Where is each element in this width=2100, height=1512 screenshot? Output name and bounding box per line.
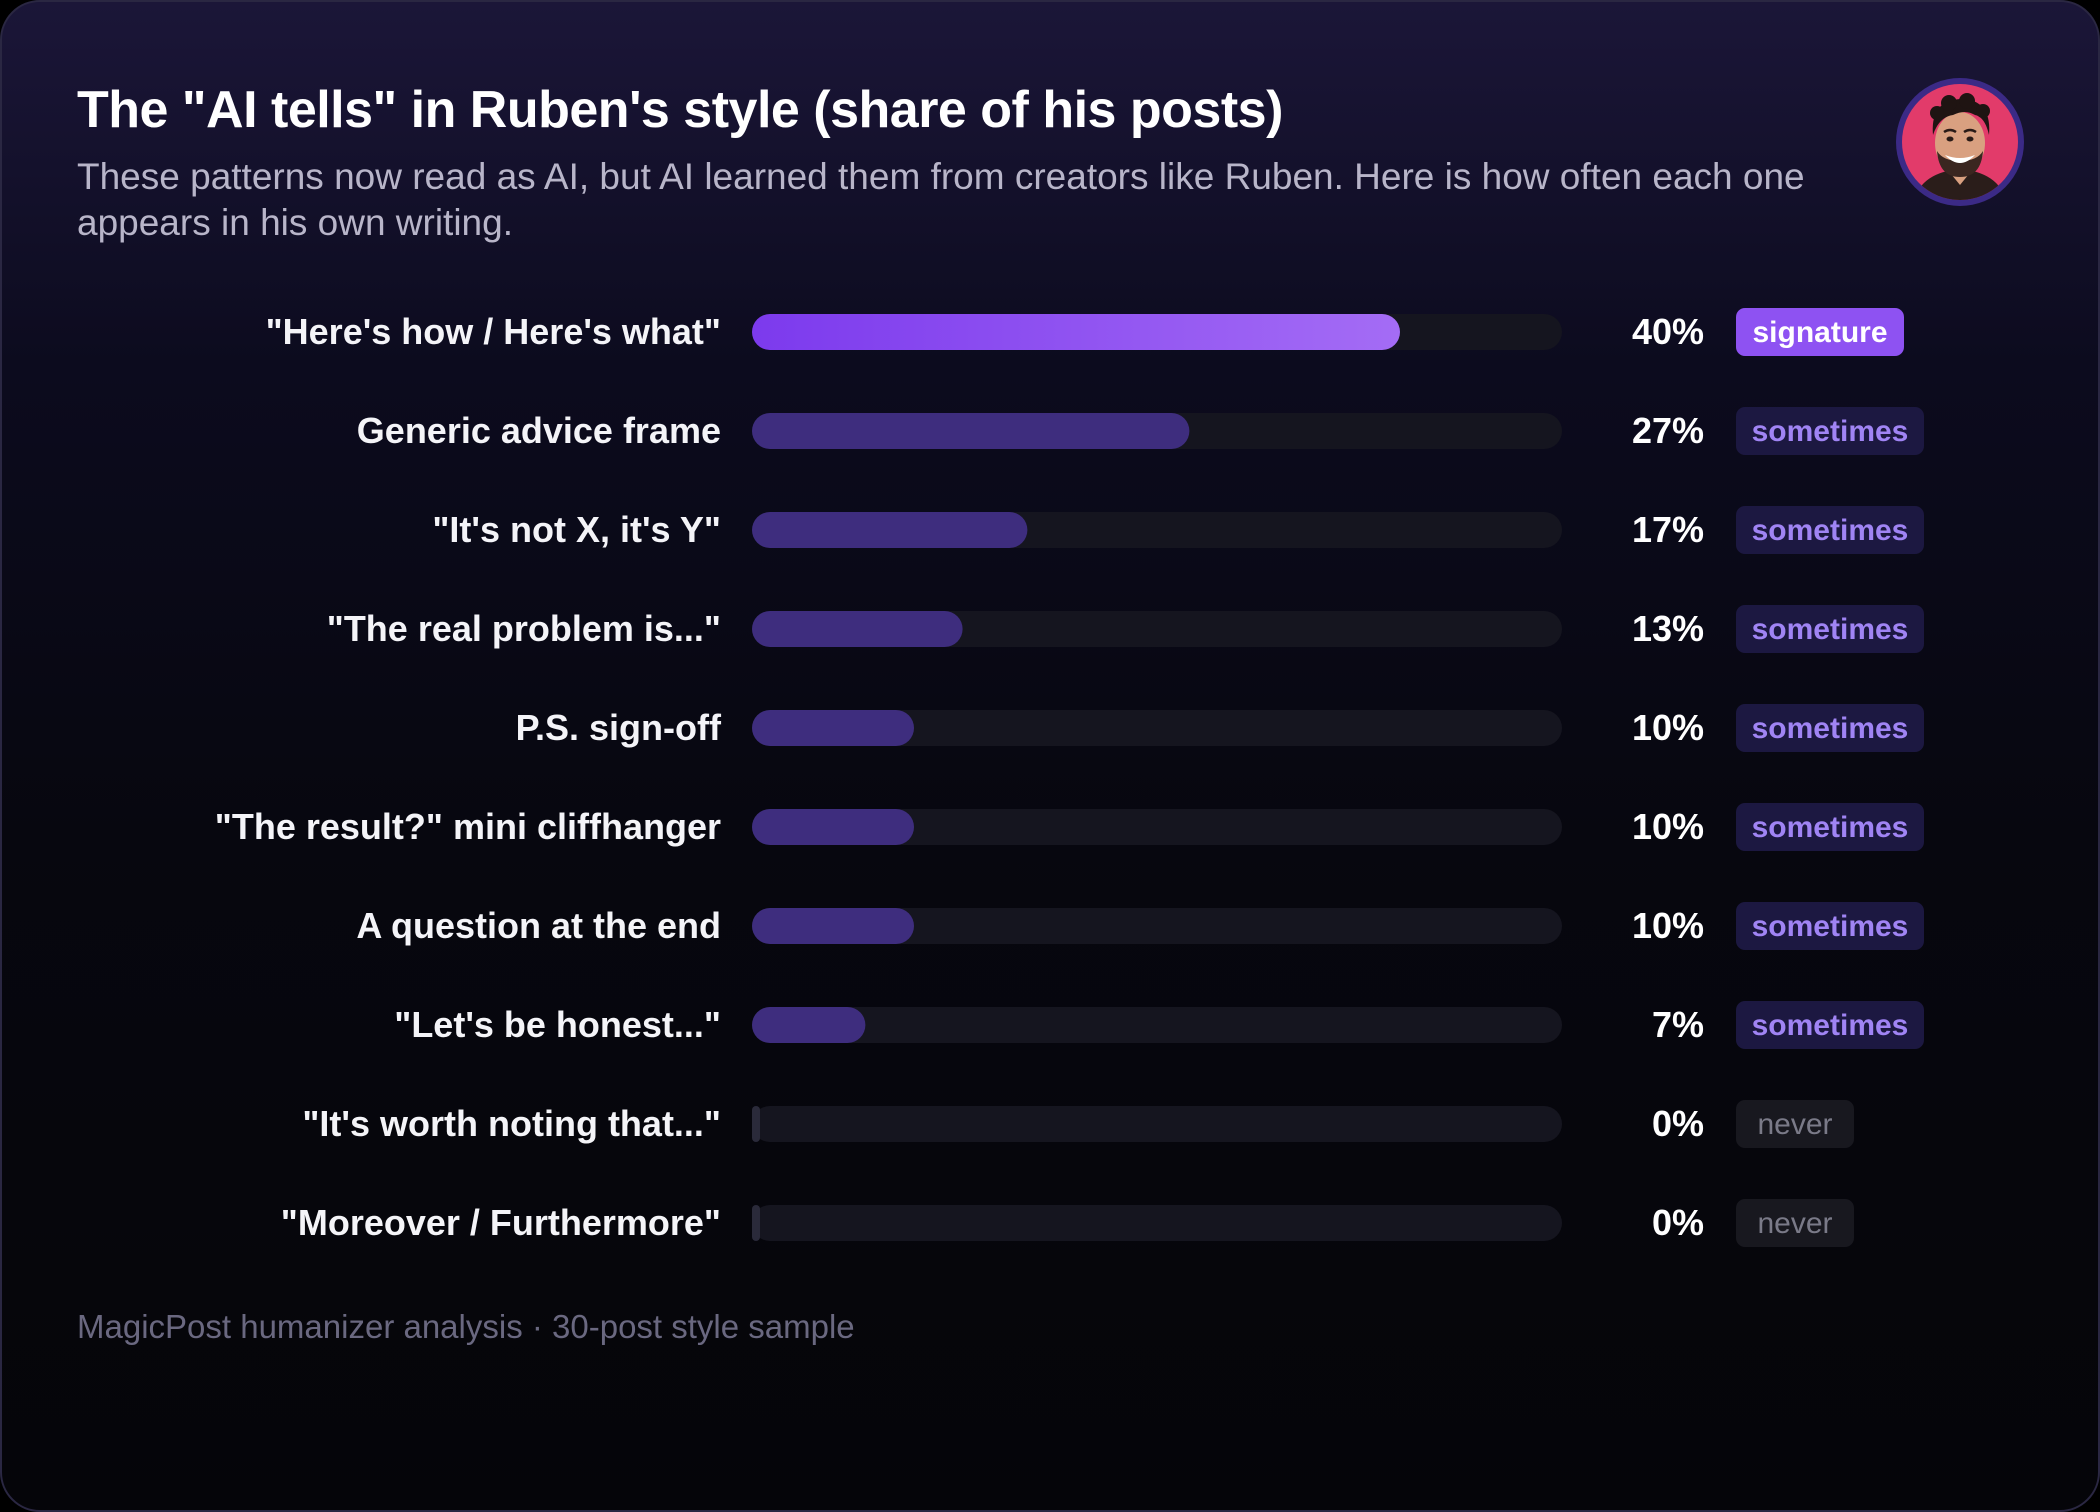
category-label: P.S. sign-off: [516, 707, 722, 748]
avatar: [1895, 77, 2025, 207]
bar-row: "The result?" mini cliffhanger 10% sometim…: [215, 803, 1924, 851]
bar-track: [752, 809, 1562, 845]
value-label: 7%: [1652, 1004, 1704, 1045]
person-portrait-icon: [1896, 78, 2024, 206]
status-badge-label: sometimes: [1752, 811, 1909, 844]
bar-row: "It's not X, it's Y" 17% sometimes: [432, 506, 1924, 554]
status-badge-label: sometimes: [1752, 1009, 1909, 1042]
category-label: "Moreover / Furthermore": [281, 1202, 721, 1243]
bar: [752, 1106, 760, 1142]
bar-row: P.S. sign-off 10% sometimes: [516, 704, 1924, 752]
status-badge-label: never: [1757, 1108, 1832, 1141]
chart-subtitle: These patterns now read as AI, but AI le…: [77, 156, 1805, 243]
status-badge-label: sometimes: [1752, 712, 1909, 745]
bar-track: [752, 1007, 1562, 1043]
status-badge-label: sometimes: [1752, 910, 1909, 943]
chart-title: The "AI tells" in Ruben's style (share o…: [77, 81, 1283, 139]
status-badge: [1736, 902, 1924, 950]
status-badge-label: sometimes: [1752, 514, 1909, 547]
value-label: 0%: [1652, 1103, 1704, 1144]
status-badge-label: sometimes: [1752, 613, 1909, 646]
category-label: "It's not X, it's Y": [432, 509, 721, 550]
value-label: 10%: [1632, 707, 1704, 748]
value-label: 10%: [1632, 905, 1704, 946]
status-badge-label: never: [1757, 1207, 1832, 1240]
category-label: "The real problem is...": [327, 608, 721, 649]
bar-row: "Moreover / Furthermore" 0% never: [281, 1199, 1854, 1247]
status-badge: [1736, 1199, 1854, 1247]
value-label: 10%: [1632, 806, 1704, 847]
bar: [752, 512, 1028, 548]
category-label: "It's worth noting that...": [302, 1103, 721, 1144]
status-badge: [1736, 704, 1924, 752]
bar-row: A question at the end 10% sometimes: [356, 902, 1924, 950]
bar-row: Generic advice frame 27% sometimes: [357, 407, 1924, 455]
status-badge: [1736, 605, 1924, 653]
bar-track: [752, 1106, 1562, 1142]
bar: [752, 1007, 866, 1043]
bar-track: [752, 710, 1562, 746]
bar-row: "Let's be honest..." 7% sometimes: [394, 1001, 1924, 1049]
bar: [752, 413, 1190, 449]
bar-row: "The real problem is..." 13% sometimes: [327, 605, 1924, 653]
bar: [752, 1205, 760, 1241]
value-label: 17%: [1632, 509, 1704, 550]
status-badge-label: signature: [1752, 316, 1887, 349]
category-label: A question at the end: [356, 905, 721, 946]
value-label: 27%: [1632, 410, 1704, 451]
bar-track: [752, 908, 1562, 944]
bar-track: [752, 1205, 1562, 1241]
status-badge: [1736, 803, 1924, 851]
status-badge: [1736, 308, 1904, 356]
bar: [752, 710, 914, 746]
value-label: 40%: [1632, 311, 1704, 352]
bar-row: "Here's how / Here's what" 40% signature: [266, 308, 1904, 356]
category-label: Generic advice frame: [357, 410, 721, 451]
bar: [752, 908, 914, 944]
status-badge: [1736, 1100, 1854, 1148]
bar: [752, 809, 914, 845]
source-note: MagicPost humanizer analysis · 30-post s…: [77, 1308, 855, 1345]
bar: [752, 314, 1400, 350]
bar-row: "It's worth noting that..." 0% never: [302, 1100, 1854, 1148]
category-label: "Let's be honest...": [394, 1004, 721, 1045]
status-badge: [1736, 1001, 1924, 1049]
value-label: 0%: [1652, 1202, 1704, 1243]
category-label: "The result?" mini cliffhanger: [215, 806, 721, 847]
status-badge: [1736, 506, 1924, 554]
category-label: "Here's how / Here's what": [266, 311, 721, 352]
value-label: 13%: [1632, 608, 1704, 649]
bar: [752, 611, 963, 647]
status-badge: [1736, 407, 1924, 455]
status-badge-label: sometimes: [1752, 415, 1909, 448]
